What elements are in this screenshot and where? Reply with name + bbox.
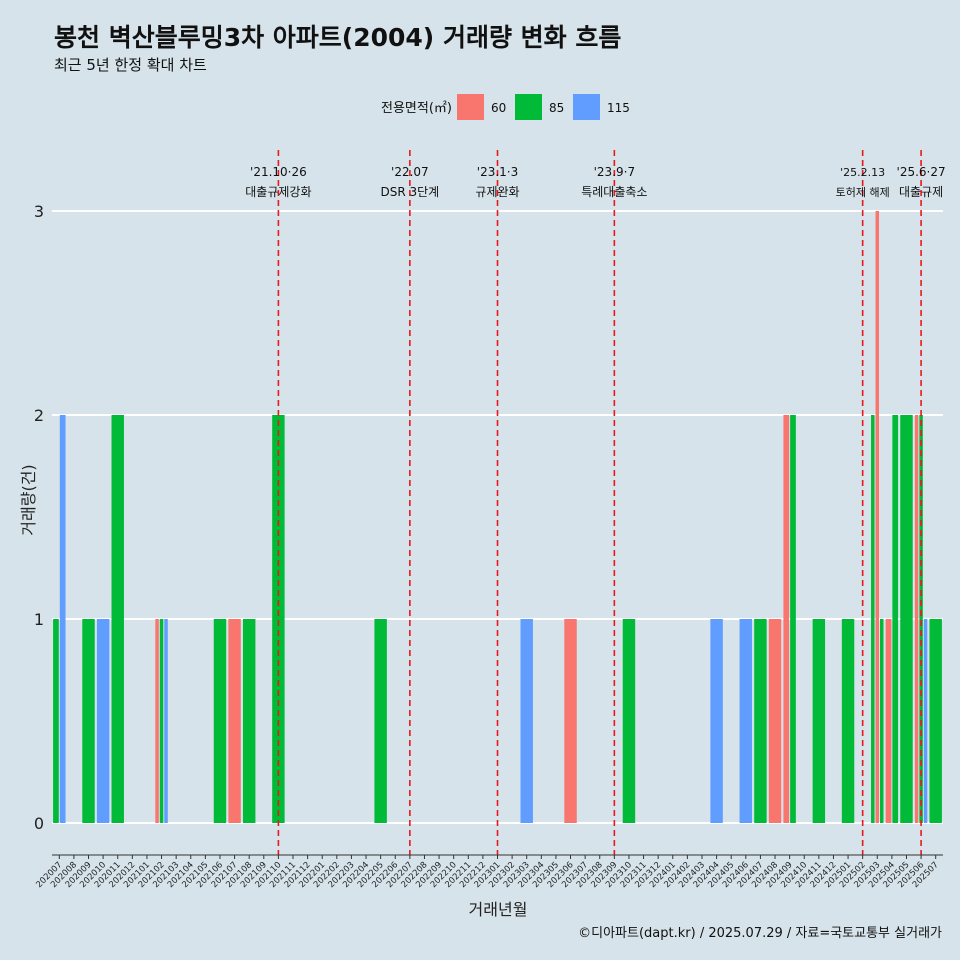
bar-202011-85 [111,415,124,823]
bar-202506-60 [914,415,919,823]
bar-202007-85 [53,619,59,823]
bar-202009-85 [82,619,95,823]
bar-202107-60 [228,619,241,823]
bar-202505-85 [900,415,913,823]
bar-202106-85 [213,619,227,823]
events: '21.10·26 대출규제강화 '22.07 DSR 3단계 '23.1·3 규제완화 '… [245,150,946,855]
y-tick-label: 2 [34,406,44,425]
event-date-202110: '21.10·26 [250,165,307,179]
source-note: ©디아파트(dapt.kr) / 2025.07.29 / 자료=국토교통부 실… [578,926,942,941]
bar-202007-115 [59,415,66,823]
bar-202404-115 [710,619,723,823]
bar-202310-85 [622,619,636,823]
bars [53,211,942,823]
bar-202503-85 [880,619,884,823]
bar-202506-115 [923,619,928,823]
event-date-202207: '22.07 [391,165,429,179]
bar-202409-60 [783,415,790,823]
event-label-202502: 토허제 해제 [836,185,890,199]
bar-202102-85 [159,619,164,823]
y-axis-title: 거래량(건) [19,464,38,535]
bar-202102-60 [155,619,159,823]
y-tick-label: 3 [34,202,44,221]
grid: 0 1 2 3 [34,202,943,833]
bar-202108-85 [242,619,256,823]
bar-202408-60 [768,619,782,823]
bar-202503-60 [875,211,880,823]
event-date-202506: '25.6·27 [897,165,946,179]
event-label-202207: DSR 3단계 [380,185,439,199]
legend: 전용면적(㎡) 60 85 115 [381,94,630,120]
bar-202205-85 [374,619,387,823]
y-tick-label: 1 [34,610,44,629]
y-tick-label: 0 [34,814,44,833]
event-label-202301: 규제완화 [475,185,519,199]
bar-202406-115 [739,619,753,823]
bar-202503-85 [871,415,875,823]
bar-202303-115 [520,619,533,823]
legend-swatch-115 [573,94,600,120]
bar-202306-60 [564,619,577,823]
chart-subtitle: 최근 5년 한정 확대 차트 [54,56,207,74]
legend-swatch-60 [457,94,484,120]
legend-label-115: 115 [607,101,630,115]
bar-202501-85 [841,619,855,823]
bar-202409-85 [790,415,796,823]
bar-202506-85 [919,415,923,823]
event-date-202309: '23.9·7 [594,165,635,179]
event-date-202502: '25.2.13 [840,166,885,179]
bar-202411-85 [812,619,826,823]
event-label-202110: 대출규제강화 [245,185,311,199]
bar-202010-115 [96,619,110,823]
bar-202407-85 [754,619,767,823]
axes: 2020072020082020092020102020112020122021… [34,854,943,890]
legend-title: 전용면적(㎡) [381,101,452,116]
x-axis-title: 거래년월 [469,900,528,919]
event-date-202301: '23.1·3 [477,165,518,179]
legend-label-85: 85 [549,101,564,115]
bar-202507-85 [929,619,942,823]
legend-swatch-85 [515,94,542,120]
bar-202504-60 [885,619,892,823]
bar-202504-85 [892,415,899,823]
chart-title: 봉천 벽산블루밍3차 아파트(2004) 거래량 변화 흐름 [54,23,622,52]
bar-202110-85 [272,415,285,823]
event-label-202506: 대출규제 [899,185,943,199]
legend-label-60: 60 [491,101,506,115]
bar-202102-115 [164,619,168,823]
event-label-202309: 특례대출축소 [581,185,647,199]
